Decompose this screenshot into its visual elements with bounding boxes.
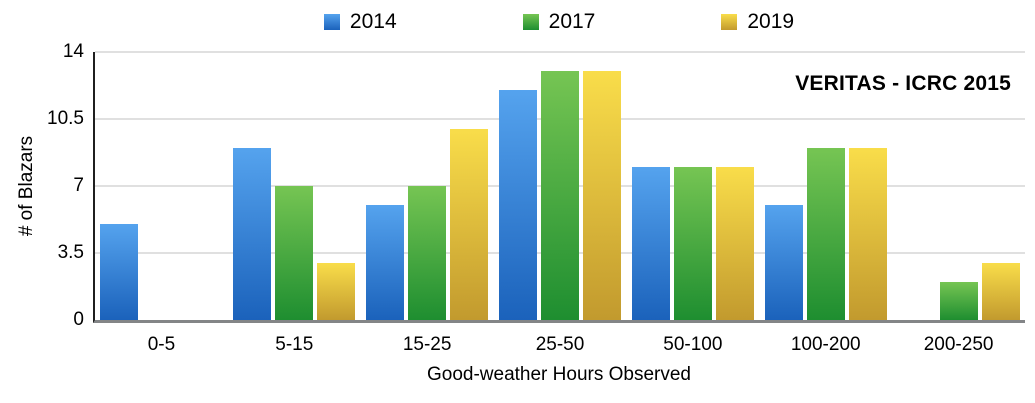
bar-2017-50-100 <box>673 166 712 320</box>
bar-2019-5-15 <box>317 262 356 320</box>
bar-group-100-200: 100-200 <box>759 52 892 355</box>
x-axis-title: Good-weather Hours Observed <box>426 364 691 385</box>
bar-groups: 0-5 5-15 15-25 25-50 50-100 100-200 200-250 <box>95 52 1025 355</box>
legend-swatch-2019-icon <box>721 14 738 30</box>
bar-slot <box>499 52 537 320</box>
bar-slot <box>583 52 621 320</box>
x-tick-label: 25-50 <box>535 334 585 355</box>
bar-slot <box>715 52 754 320</box>
bar-slot <box>275 52 314 320</box>
bar-2017-100-200 <box>806 147 845 320</box>
legend-swatch-2017-icon <box>522 14 539 30</box>
y-tick-label: 3.5 <box>57 242 84 263</box>
bar-slot <box>541 52 579 320</box>
bar-2019-15-25 <box>450 128 489 320</box>
bar-slot <box>631 52 670 320</box>
bar-2017-5-15 <box>275 186 314 320</box>
x-tick-label: 0-5 <box>147 334 176 355</box>
legend-item-2019: 2019 <box>721 11 794 33</box>
bar-2017-200-250 <box>939 281 978 320</box>
plot-area: 0-5 5-15 15-25 25-50 50-100 100-200 200-250 VE… <box>93 51 1025 355</box>
bar-2014-50-100 <box>631 166 670 320</box>
x-tick-label: 100-200 <box>790 334 861 355</box>
bar-slot <box>848 52 887 320</box>
bar-group-15-25: 15-25 <box>361 52 494 355</box>
x-tick-label: 50-100 <box>663 334 723 355</box>
legend-item-2017: 2017 <box>522 10 596 33</box>
y-tick-label: 7 <box>73 175 84 196</box>
x-tick-label: 5-15 <box>275 334 314 355</box>
bar-2014-15-25 <box>366 205 405 320</box>
bar-slot <box>939 52 978 320</box>
bar-group-50-100: 50-100 <box>626 52 759 355</box>
y-tick-label: 14 <box>62 41 84 62</box>
bar-2019-50-100 <box>715 166 754 320</box>
bar-2014-25-50 <box>499 90 537 320</box>
bar-slot <box>981 52 1020 320</box>
bar-slot <box>184 52 222 320</box>
x-tick-label: 200-250 <box>923 334 994 355</box>
y-tick-label: 0 <box>73 309 84 330</box>
bar-slot <box>673 52 712 320</box>
bar-slot <box>317 52 356 320</box>
bar-slot <box>764 52 803 320</box>
legend: 2014 2017 2019 <box>93 11 1025 33</box>
bar-group-25-50: 25-50 <box>494 52 627 355</box>
bar-slot <box>366 52 405 320</box>
bar-group-5-15: 5-15 <box>228 52 361 355</box>
bar-2014-0-5 <box>100 224 139 320</box>
legend-label-2019: 2019 <box>747 10 795 33</box>
bar-group-200-250: 200-250 <box>892 52 1025 355</box>
legend-label-2017: 2017 <box>548 10 596 33</box>
bar-2014-5-15 <box>233 147 272 320</box>
bar-slot <box>806 52 845 320</box>
gridline <box>95 51 1025 53</box>
bar-slot <box>233 52 272 320</box>
x-tick-label: 15-25 <box>402 334 452 355</box>
chart-title: VERITAS - ICRC 2015 <box>795 72 1011 95</box>
bar-2019-100-200 <box>848 147 887 320</box>
legend-swatch-2014-icon <box>323 14 340 30</box>
bar-slot <box>450 52 489 320</box>
bar-slot <box>100 52 139 320</box>
y-axis-labels: 0 3.5 7 10.5 14 <box>0 42 84 330</box>
bar-2017-15-25 <box>408 186 447 320</box>
bar-slot <box>142 52 180 320</box>
bar-2017-25-50 <box>541 71 579 320</box>
bar-2019-25-50 <box>583 71 621 320</box>
bar-2019-200-250 <box>981 262 1020 320</box>
bar-group-0-5: 0-5 <box>95 52 228 355</box>
bar-slot <box>408 52 447 320</box>
y-tick-label: 10.5 <box>47 108 84 129</box>
bar-2014-100-200 <box>764 205 803 320</box>
legend-label-2014: 2014 <box>349 10 397 33</box>
legend-item-2014: 2014 <box>323 10 397 33</box>
